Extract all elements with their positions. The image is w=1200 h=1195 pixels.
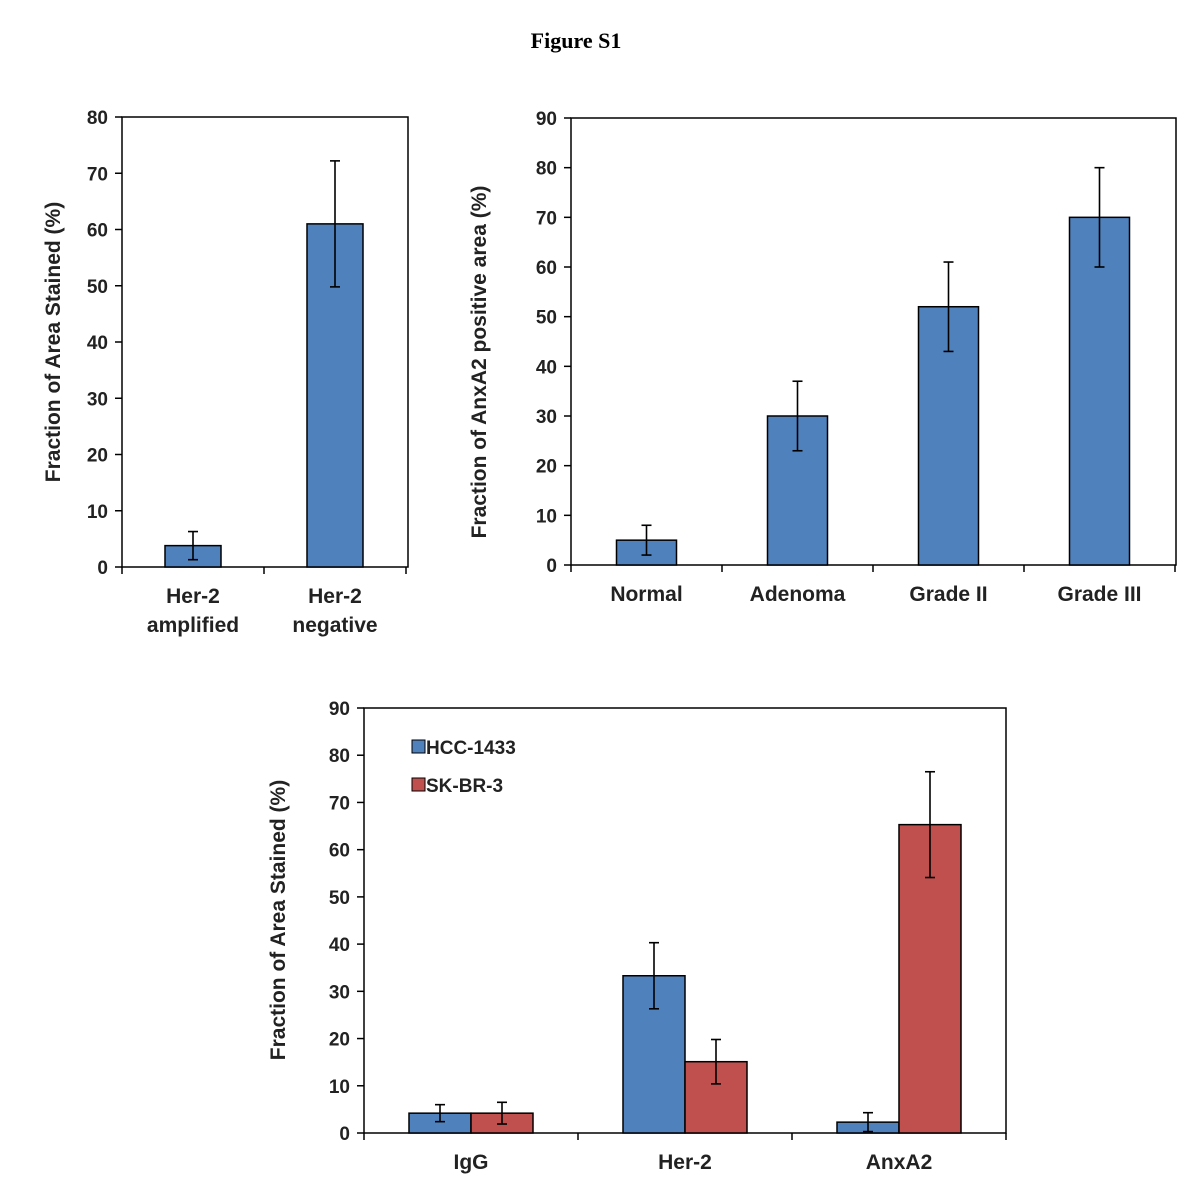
y-tick-label: 50 — [87, 277, 108, 298]
x-category-label: Adenoma — [750, 583, 846, 606]
y-tick-label: 0 — [97, 558, 108, 579]
y-tick-label: 10 — [536, 506, 557, 527]
y-tick-label: 20 — [536, 457, 557, 478]
x-category-label: Grade II — [909, 583, 987, 606]
x-category-label: Her-2 — [166, 585, 220, 608]
x-category-label: Grade III — [1057, 583, 1141, 606]
y-tick-label: 90 — [329, 699, 350, 720]
bar — [684, 1060, 748, 1134]
y-tick-label: 40 — [87, 333, 108, 354]
y-axis-title: Fraction of AnxA2 positive area (%) — [468, 186, 491, 539]
x-category-label: Her-2 — [308, 585, 362, 608]
y-tick-label: 0 — [339, 1124, 350, 1145]
legend-swatch — [411, 739, 426, 754]
y-tick-label: 50 — [536, 308, 557, 329]
bar — [766, 415, 829, 566]
y-tick-label: 70 — [536, 208, 557, 229]
page-title: Figure S1 — [530, 28, 622, 53]
y-tick-label: 90 — [536, 109, 557, 130]
x-category-label: negative — [292, 614, 377, 637]
y-tick-label: 40 — [329, 935, 350, 956]
plot-frame — [121, 116, 409, 568]
y-tick-label: 50 — [329, 888, 350, 909]
legend-label: HCC-1433 — [426, 738, 516, 759]
y-tick-label: 70 — [87, 164, 108, 185]
y-tick-label: 30 — [329, 982, 350, 1003]
x-category-label: IgG — [454, 1151, 489, 1174]
y-tick-label: 10 — [329, 1077, 350, 1098]
x-category-label: AnxA2 — [866, 1151, 933, 1174]
y-tick-label: 80 — [536, 159, 557, 180]
bar — [306, 223, 364, 568]
y-tick-label: 40 — [536, 357, 557, 378]
y-tick-label: 80 — [329, 746, 350, 767]
y-tick-label: 70 — [329, 793, 350, 814]
legend-label: SK-BR-3 — [426, 776, 503, 797]
y-tick-label: 60 — [536, 258, 557, 279]
y-axis-title: Fraction of Area Stained (%) — [267, 780, 290, 1060]
y-tick-label: 0 — [546, 556, 557, 577]
chart-cell-lines: 0 10 20 30 40 50 60 70 80 90 IgG Her-2 AnxA2 Fraction… — [267, 699, 1007, 1174]
y-tick-label: 30 — [536, 407, 557, 428]
chart-her2-status: 0 10 20 30 40 50 60 70 80 Her-2 amplified Her-2 nega… — [42, 108, 409, 637]
x-category-label: Normal — [610, 583, 682, 606]
y-tick-label: 20 — [87, 446, 108, 467]
y-tick-label: 60 — [329, 841, 350, 862]
y-tick-label: 20 — [329, 1030, 350, 1051]
legend-swatch — [411, 777, 426, 792]
bar — [1068, 216, 1131, 566]
y-tick-label: 80 — [87, 108, 108, 129]
y-tick-label: 60 — [87, 221, 108, 242]
chart-anxa2-grades: 0 10 20 30 40 50 60 70 80 90 Normal Adenoma Grade II… — [468, 109, 1177, 606]
y-tick-label: 30 — [87, 389, 108, 410]
y-axis-title: Fraction of Area Stained (%) — [42, 202, 65, 482]
x-category-label: Her-2 — [658, 1151, 712, 1174]
x-category-label: amplified — [147, 614, 239, 637]
y-tick-label: 10 — [87, 502, 108, 523]
